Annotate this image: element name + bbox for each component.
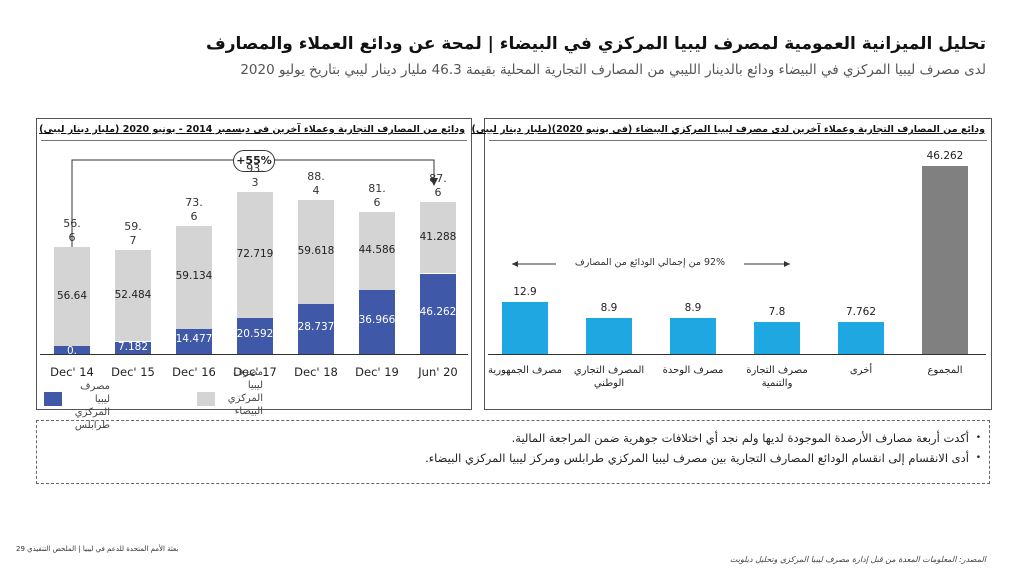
stacked-bar-segment-gray [420,201,456,274]
stacked-bar-segment-gray [237,191,273,319]
bank-bar [670,317,716,354]
legend-label-gray: مصرف ليبيا المركزي البيضاء [227,367,263,417]
bar-value-label-blue: 46.262 [419,305,457,318]
bar-total-label: 93. 3 [246,161,264,189]
legend-swatch-blue [44,392,62,406]
bar-total-label: 56. 6 [63,217,81,245]
bar-value-label: 12.9 [513,285,537,298]
x-axis-tick-label: مصرف التجارة والتنمية [746,365,808,389]
bar-value-label-gray: 41.288 [419,230,457,243]
x-axis-tick-label: Dec' 15 [111,365,155,379]
page-title: تحليل الميزانية العمومية لمصرف ليبيا الم… [206,34,986,54]
x-axis-tick-label: Dec' 16 [172,365,216,379]
bar-value-label-gray: 59.618 [297,245,335,258]
stacked-bar-segment-blue [359,289,395,354]
right-panel-title: ودائع من المصارف التجارية وعملاء آخرين ل… [471,124,985,135]
bar-value-label-gray: 52.484 [114,288,152,301]
bar-value-label-blue: 20.592 [236,328,274,341]
bar-value-label-blue: 0. 0 [66,345,78,368]
left-panel-title: ودائع من المصارف التجارية وعملاء آخرين ف… [39,124,465,135]
stacked-bar-segment-blue [54,346,90,354]
stacked-bar-segment-gray [298,200,334,304]
x-axis-tick-label: Dec' 18 [294,365,338,379]
stacked-bar-segment-blue [115,341,151,354]
bar-total-label: 87. 6 [429,171,447,199]
footer-left: بعثة الأمم المتحدة للدعم في ليبيا | المل… [16,545,179,553]
bar-value-label-gray: 59.134 [175,270,213,283]
bar-value-label: 8.9 [600,301,618,314]
x-axis-tick-label: Jun' 20 [418,365,458,379]
legend-swatch-gray [197,392,215,406]
bar-value-label-blue: 28.737 [297,320,335,333]
stacked-bar-segment-gray [176,225,212,329]
bar-value-label-gray: 72.719 [236,247,274,260]
bar-value-label: 7.8 [768,306,786,319]
x-axis-tick-label: Dec' 19 [355,365,399,379]
bar-value-label-blue: 7.182 [117,340,149,353]
page-subtitle: لدى مصرف ليبيا المركزي في البيضاء ودائع … [240,62,986,78]
note-bullet-icon: • [975,433,981,443]
bank-bar [586,317,632,354]
note-item: أكدت أربعة مصارف الأرصدة الموجودة لديها … [511,431,969,445]
bank-bar [838,322,884,354]
right-x-axis [488,354,986,355]
x-axis-tick-label: Dec' 14 [50,365,94,379]
stacked-bar-segment-blue [420,273,456,354]
x-axis-tick-label: مصرف الوحدة [662,365,724,376]
bar-total-label: 59. 7 [124,220,142,248]
right-panel-header: ودائع من المصارف التجارية وعملاء آخرين ل… [471,122,987,141]
x-axis-tick-label: مصرف الجمهورية [488,365,562,376]
legend-label-blue: مصرف ليبيا المركزي طرابلس [74,381,110,431]
footer-source: المصدر: المعلومات المعدة من قبل إدارة مص… [729,555,986,564]
x-axis-tick-label: المصرف التجاري الوطني [573,365,645,389]
left-x-axis [40,354,468,355]
bar-value-label-gray: 44.586 [358,243,396,256]
right-chart-panel: ودائع من المصارف التجارية وعملاء آخرين ل… [471,118,992,410]
bar-value-label-blue: 14.477 [175,333,213,346]
bank-bar [754,322,800,354]
stacked-bar-segment-gray [115,250,151,342]
stacked-bar-segment-blue [176,328,212,354]
bank-bar [502,301,548,354]
stacked-bar-segment-blue [298,303,334,354]
bar-value-label-gray: 56.64 [56,289,88,302]
note-bullet-icon: • [975,453,981,463]
bar-value-label: 46.262 [926,150,964,163]
x-axis-tick-label: المجموع [927,365,963,376]
bar-value-label: 8.9 [684,301,702,314]
note-item: أدى الانقسام إلى انقسام الودائع المصارف … [425,451,969,465]
stacked-bar-segment-gray [54,247,90,346]
growth-badge: +55% [233,150,275,172]
left-panel-header: ودائع من المصارف التجارية وعملاء آخرين ف… [39,122,467,141]
bar-total-label: 81. 6 [368,182,386,210]
share-annotation: 92% من إجمالي الودائع من المصارف [574,257,726,268]
notes-box: • أكدت أربعة مصارف الأرصدة الموجودة لديه… [36,420,990,484]
x-axis-tick-label: أخرى [849,365,873,376]
stacked-bar-segment-gray [359,212,395,290]
total-bar [922,166,968,354]
stacked-bar-segment-blue [237,318,273,354]
bar-total-label: 73. 6 [185,195,203,223]
bar-value-label-blue: 36.966 [358,313,396,326]
x-axis-tick-label: Dec' 17 [233,365,277,379]
bar-total-label: 88. 4 [307,170,325,198]
bar-value-label: 7.762 [845,306,877,319]
